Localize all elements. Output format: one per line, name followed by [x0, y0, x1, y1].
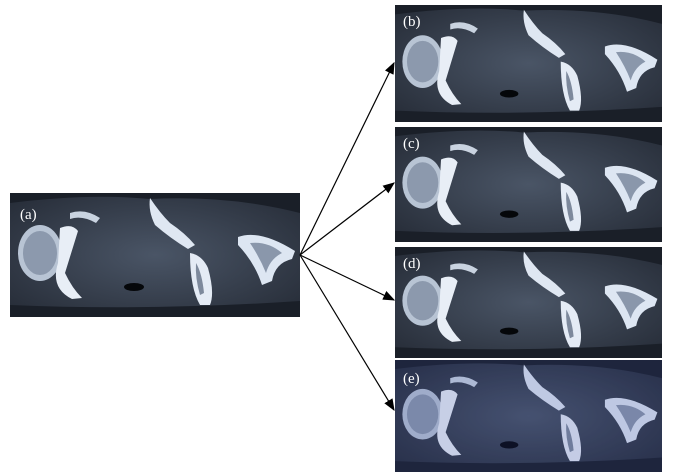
- panel-label: (c): [403, 136, 420, 152]
- panel-label: (d): [403, 256, 421, 272]
- panel-d-image: [395, 247, 662, 358]
- arrow: [300, 255, 394, 410]
- panel-label: (e): [403, 371, 420, 387]
- panel-c-image: [395, 127, 662, 242]
- panel-b-image: [395, 5, 662, 122]
- arrow: [300, 63, 394, 255]
- panel-e-tint: [395, 360, 662, 472]
- arrows: [300, 63, 394, 410]
- figure: (a) (b) (c) (d) (e): [0, 0, 680, 475]
- panel-label: (b): [403, 14, 421, 30]
- arrow: [300, 183, 394, 255]
- panel-label: (a): [20, 207, 37, 223]
- panel-a-image: [10, 193, 300, 317]
